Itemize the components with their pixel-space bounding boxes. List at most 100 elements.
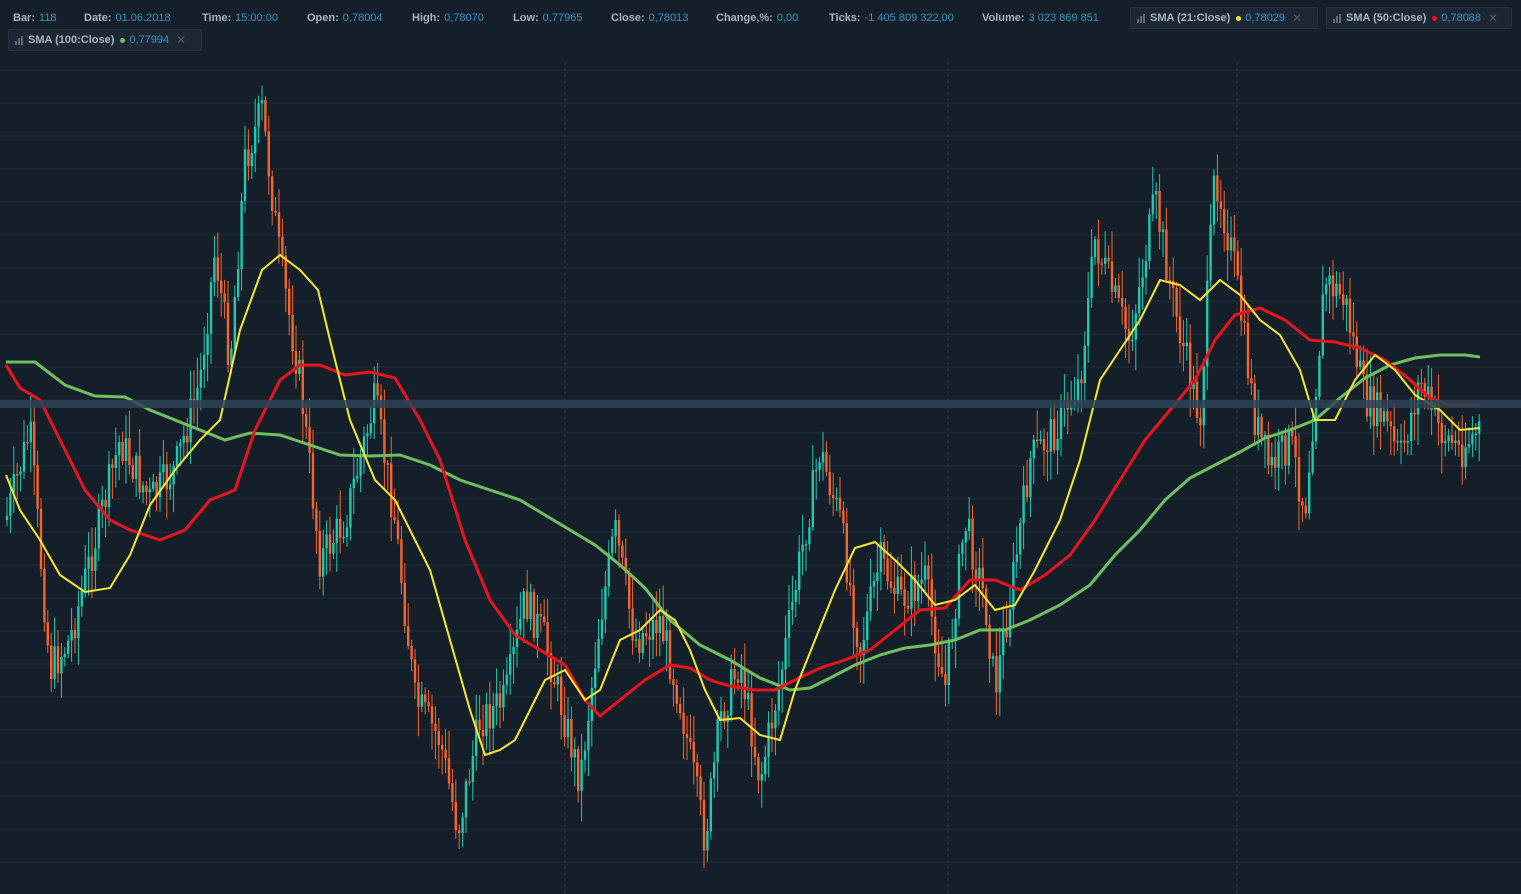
candle-body: [631, 608, 634, 641]
candle-body: [587, 720, 590, 751]
candle-body: [369, 423, 372, 434]
candle-body: [1427, 386, 1430, 397]
sma21-panel[interactable]: SMA (21:Close) 0,78029 ✕: [1130, 7, 1318, 29]
candle-body: [505, 674, 508, 685]
candle-body: [1301, 501, 1304, 506]
bars-icon: [15, 35, 24, 45]
candle-body: [199, 369, 202, 388]
candle-body: [189, 398, 192, 443]
candle-body: [169, 484, 172, 490]
indicator-row-2: SMA (100:Close) 0,77994 ✕: [8, 29, 202, 51]
candle-body: [152, 481, 155, 489]
candle-body: [9, 493, 12, 516]
candle-body: [1410, 412, 1413, 442]
candle-body: [203, 355, 206, 370]
current-price-line[interactable]: [0, 400, 1521, 408]
candle-body: [638, 639, 641, 653]
candle-body: [1263, 434, 1267, 438]
candle-body: [1274, 457, 1277, 468]
candle-body: [254, 126, 257, 154]
candle-body: [318, 531, 321, 577]
candle-body: [1399, 440, 1403, 443]
candle-body: [101, 499, 104, 506]
open-field: Open: 0,78004: [307, 12, 383, 24]
candle-body: [529, 591, 532, 620]
candle-body: [1192, 381, 1195, 389]
sma50-panel[interactable]: SMA (50:Close) 0,78088 ✕: [1326, 7, 1512, 29]
candle-body: [1467, 443, 1471, 448]
candle-body: [709, 778, 712, 832]
sma100-panel[interactable]: SMA (100:Close) 0,77994 ✕: [8, 29, 202, 51]
candle-body: [1206, 280, 1209, 367]
candle-body: [1148, 214, 1151, 261]
candle-body: [937, 653, 940, 668]
sma50-value: 0,78088: [1441, 12, 1482, 24]
candle-body: [1284, 435, 1287, 466]
candle-body: [111, 464, 114, 469]
candle-body: [597, 638, 600, 669]
candle-body: [233, 297, 236, 349]
candle-body: [158, 472, 162, 498]
candle-body: [1352, 332, 1355, 337]
candle-body: [90, 556, 94, 571]
candle-body: [1440, 422, 1443, 444]
candle-body: [1338, 283, 1341, 295]
close-icon[interactable]: ✕: [1488, 11, 1499, 25]
bars-icon: [1333, 13, 1342, 23]
candle-body: [1437, 403, 1440, 423]
candle-body: [284, 255, 287, 289]
candle-body: [36, 465, 39, 509]
candle-body: [981, 567, 984, 589]
candle-body: [294, 351, 298, 374]
sma21-color-dot: [1236, 15, 1242, 21]
candle-body: [1406, 441, 1409, 443]
candle-body: [859, 647, 862, 656]
candle-body: [175, 446, 179, 467]
candle-body: [1151, 194, 1154, 215]
candle-body: [1416, 382, 1420, 415]
info-bar: Bar: 118 Date: 01.06.2018 Time: 15:00:00 Op…: [0, 0, 1521, 62]
candle-body: [910, 574, 913, 609]
candle-body: [896, 576, 899, 594]
candle-body: [84, 568, 87, 591]
sma50-color-dot: [1432, 15, 1438, 21]
candle-body: [182, 435, 185, 443]
candle-body: [94, 548, 97, 571]
candle-body: [5, 515, 9, 520]
candle-body: [944, 673, 947, 685]
close-icon[interactable]: ✕: [176, 33, 187, 47]
candle-body: [998, 655, 1001, 693]
candle-body: [624, 557, 627, 574]
candle-body: [1236, 251, 1239, 276]
candle-body: [621, 545, 624, 558]
candle-body: [1005, 631, 1008, 638]
candle-body: [1019, 523, 1022, 555]
candle-body: [1076, 379, 1080, 402]
candle-body: [1219, 201, 1222, 209]
candle-body: [104, 499, 107, 508]
candle-body: [1042, 439, 1046, 451]
candle-body: [634, 639, 638, 641]
candle-body: [968, 518, 971, 532]
candle-body: [87, 556, 90, 569]
candle-body: [73, 630, 77, 639]
candle-body: [842, 510, 845, 524]
candle-body: [784, 638, 787, 670]
candle-body: [352, 478, 355, 489]
candle-body: [893, 587, 896, 594]
candle-body: [1246, 322, 1250, 379]
candle-body: [359, 456, 362, 476]
candle-body: [1093, 239, 1097, 258]
candle-body: [328, 534, 332, 554]
candle-body: [957, 553, 961, 619]
candle-body: [679, 703, 682, 714]
candle-body: [145, 485, 148, 493]
candle-body: [1104, 257, 1107, 264]
candle-body: [1294, 436, 1297, 458]
candle-body: [978, 567, 981, 581]
close-icon[interactable]: ✕: [1292, 11, 1303, 25]
candle-body: [852, 585, 855, 628]
candle-body: [1389, 421, 1392, 427]
candle-body: [723, 711, 726, 722]
